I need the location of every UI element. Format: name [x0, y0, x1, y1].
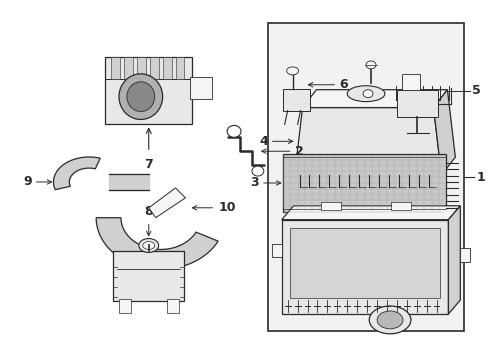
Text: 5: 5: [471, 84, 480, 97]
Text: 1: 1: [475, 171, 484, 184]
Bar: [163, 57, 171, 79]
Bar: [401, 74, 419, 90]
Bar: [166, 299, 178, 313]
Text: 7: 7: [144, 158, 153, 171]
Ellipse shape: [119, 74, 163, 120]
Bar: [149, 57, 158, 79]
Bar: [390, 202, 410, 210]
Bar: [267, 23, 463, 331]
Bar: [289, 228, 440, 298]
Bar: [105, 57, 192, 125]
Polygon shape: [281, 206, 459, 220]
Polygon shape: [53, 157, 100, 190]
Text: 6: 6: [339, 78, 347, 91]
Bar: [123, 57, 133, 79]
Polygon shape: [447, 206, 459, 314]
Text: 3: 3: [250, 176, 258, 189]
Polygon shape: [433, 90, 454, 175]
Ellipse shape: [376, 311, 402, 329]
Bar: [282, 154, 446, 212]
Ellipse shape: [226, 125, 241, 137]
Bar: [175, 57, 184, 79]
Bar: [396, 90, 438, 117]
Text: 10: 10: [218, 201, 235, 214]
Ellipse shape: [127, 82, 154, 112]
Text: 9: 9: [23, 175, 32, 189]
Text: 4: 4: [259, 135, 267, 148]
Text: 2: 2: [294, 145, 303, 158]
Bar: [282, 89, 310, 111]
Ellipse shape: [368, 306, 410, 334]
Bar: [137, 57, 145, 79]
Polygon shape: [281, 220, 447, 314]
Ellipse shape: [251, 166, 264, 176]
Ellipse shape: [286, 67, 298, 75]
Ellipse shape: [362, 90, 372, 98]
Polygon shape: [294, 108, 441, 175]
Ellipse shape: [346, 86, 384, 102]
Polygon shape: [459, 248, 469, 262]
Ellipse shape: [366, 61, 375, 69]
Bar: [190, 77, 212, 99]
Bar: [321, 202, 341, 210]
Polygon shape: [148, 188, 185, 218]
Ellipse shape: [142, 242, 154, 249]
Bar: [111, 57, 120, 79]
Bar: [119, 299, 131, 313]
Bar: [113, 251, 184, 301]
Ellipse shape: [139, 239, 158, 252]
Polygon shape: [96, 218, 218, 269]
Text: 8: 8: [144, 205, 153, 218]
Polygon shape: [271, 243, 281, 257]
Polygon shape: [302, 90, 447, 108]
